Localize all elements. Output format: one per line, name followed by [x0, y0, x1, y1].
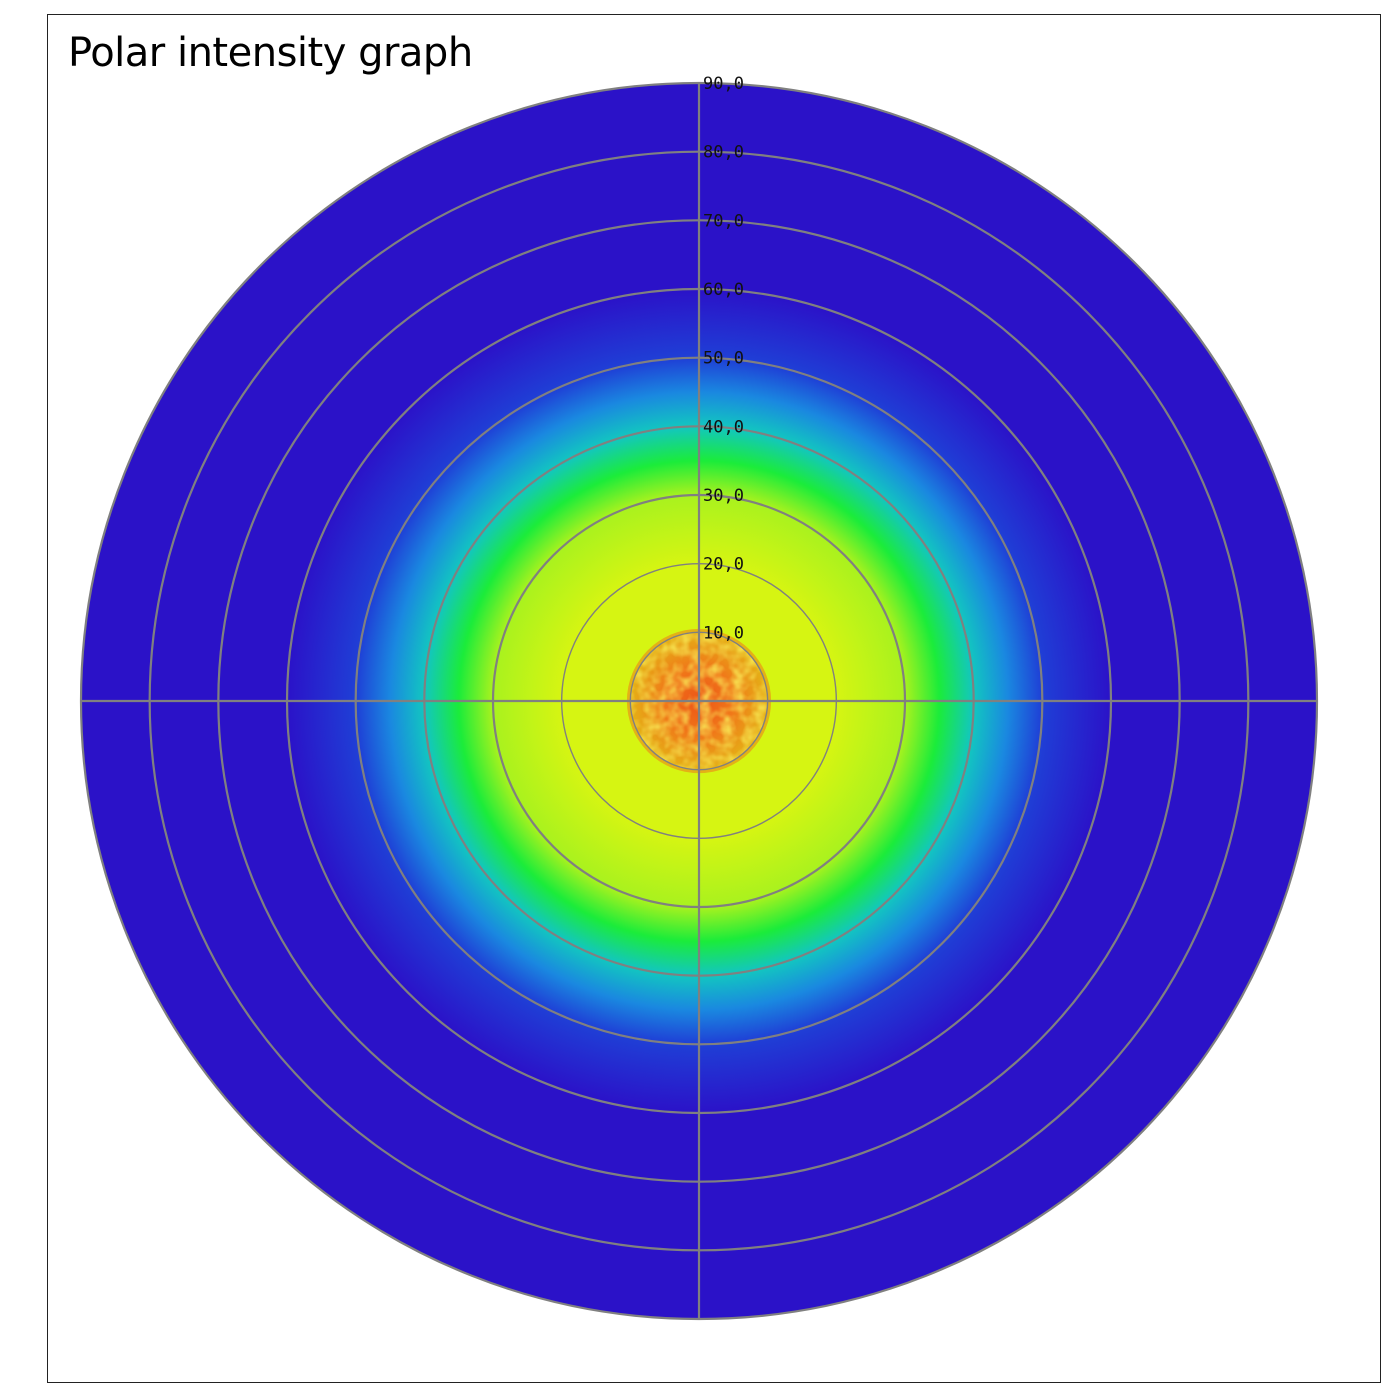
radial-tick-label-80: 80,0 — [703, 143, 744, 163]
radial-tick-labels: 10,0 20,0 30,0 40,0 50,0 60,0 70,0 80,0 90,0 — [703, 74, 744, 643]
radial-tick-label-10: 10,0 — [703, 623, 744, 643]
radial-tick-label-30: 30,0 — [703, 486, 744, 506]
radial-tick-label-40: 40,0 — [703, 417, 744, 437]
radial-tick-label-20: 20,0 — [703, 555, 744, 575]
radial-tick-label-50: 50,0 — [703, 349, 744, 369]
radial-tick-label-90: 90,0 — [703, 74, 744, 94]
radial-tick-label-70: 70,0 — [703, 211, 744, 231]
chart-title: Polar intensity graph — [68, 30, 473, 76]
radial-tick-label-60: 60,0 — [703, 280, 744, 300]
polar-grid — [79, 81, 1319, 1321]
